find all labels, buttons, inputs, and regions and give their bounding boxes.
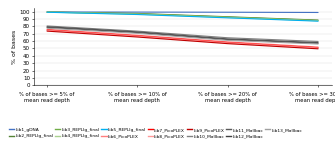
- Y-axis label: % of bases: % of bases: [12, 30, 17, 64]
- Legend: Lib1_gDNA, Lib2_REPLIg_final, Lib3_REPLIg_final, Lib4_REPLIg_final, Lib5_REPLIg_: Lib1_gDNA, Lib2_REPLIg_final, Lib3_REPLI…: [9, 128, 302, 138]
